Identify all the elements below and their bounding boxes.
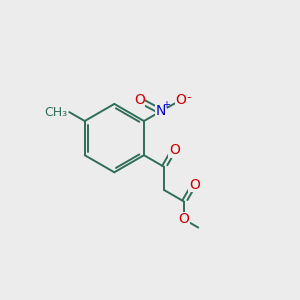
Text: O: O bbox=[169, 143, 180, 157]
Text: O: O bbox=[134, 93, 145, 107]
Text: O: O bbox=[176, 93, 186, 107]
Text: CH₃: CH₃ bbox=[45, 106, 68, 118]
Text: O: O bbox=[179, 212, 190, 226]
Text: -: - bbox=[186, 91, 190, 104]
Text: +: + bbox=[162, 100, 170, 110]
Text: N: N bbox=[155, 104, 166, 118]
Text: O: O bbox=[189, 178, 200, 192]
